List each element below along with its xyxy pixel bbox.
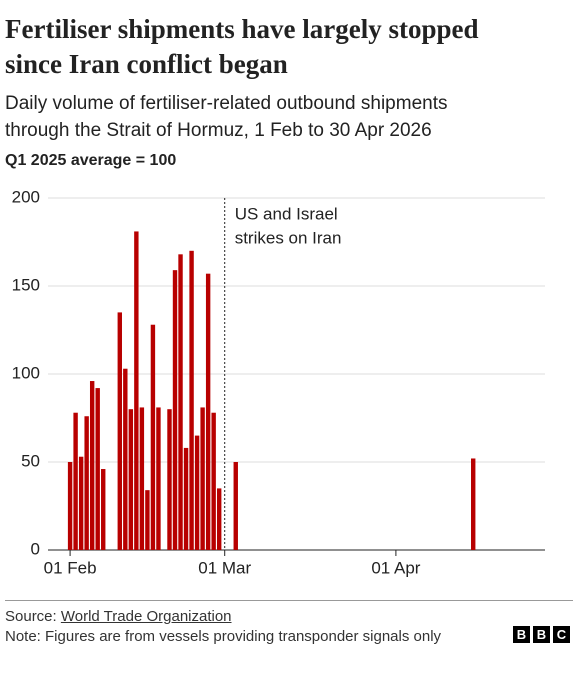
y-tick-label: 200 [12, 187, 40, 206]
bar [211, 412, 216, 550]
annotation: strikes on Iran [235, 228, 342, 247]
subtitle: through the Strait of Hormuz, 1 Feb to 3… [5, 120, 432, 141]
logo-letter: B [513, 626, 530, 643]
source: Source: World Trade Organization [5, 607, 485, 626]
bar [145, 490, 150, 550]
bar [167, 409, 172, 550]
bar [189, 250, 194, 551]
bar [134, 231, 139, 550]
y-tick-label: 50 [21, 451, 40, 470]
bar [178, 254, 183, 550]
bar [67, 462, 73, 550]
bar [84, 416, 89, 550]
bar [117, 312, 122, 550]
y-tick-label: 100 [12, 363, 40, 382]
bar [139, 407, 145, 550]
bar [194, 435, 200, 550]
note: Note: Figures are from vessels providing… [5, 628, 442, 645]
subtitle: Daily volume of fertiliser-related outbo… [5, 93, 448, 114]
bar [89, 381, 95, 550]
chart-title: Fertiliser shipments have largely stoppe… [5, 14, 478, 44]
x-tick-label: 01 Mar [198, 558, 251, 577]
source-label: Source: [5, 608, 57, 625]
bar [78, 456, 84, 550]
bar [150, 324, 156, 550]
x-tick-label: 01 Feb [44, 558, 97, 577]
logo-letter: B [533, 626, 550, 643]
bar [128, 409, 134, 550]
y-tick-label: 0 [31, 539, 40, 558]
source-link[interactable]: World Trade Organization [60, 608, 232, 625]
bar [101, 469, 106, 550]
chart: Fertiliser shipments have largely stoppe… [5, 14, 545, 577]
bar [156, 407, 161, 550]
annotation: US and Israel [235, 204, 338, 223]
bbc-logo: B B C [513, 626, 570, 643]
x-tick-label: 01 Apr [371, 558, 420, 577]
bar [123, 368, 128, 550]
divider [5, 600, 573, 601]
bar [233, 462, 238, 550]
bar [205, 273, 211, 550]
y-tick-label: 150 [12, 275, 40, 294]
y-axis-label: Q1 2025 average = 100 [5, 152, 176, 169]
bar [183, 447, 189, 550]
bar [73, 412, 78, 550]
bar [95, 388, 100, 550]
chart-title: since Iran conflict began [5, 49, 288, 79]
bar [200, 407, 205, 550]
logo-letter: C [553, 626, 570, 643]
bar [216, 488, 222, 550]
bar [471, 458, 476, 550]
bar [172, 270, 178, 550]
